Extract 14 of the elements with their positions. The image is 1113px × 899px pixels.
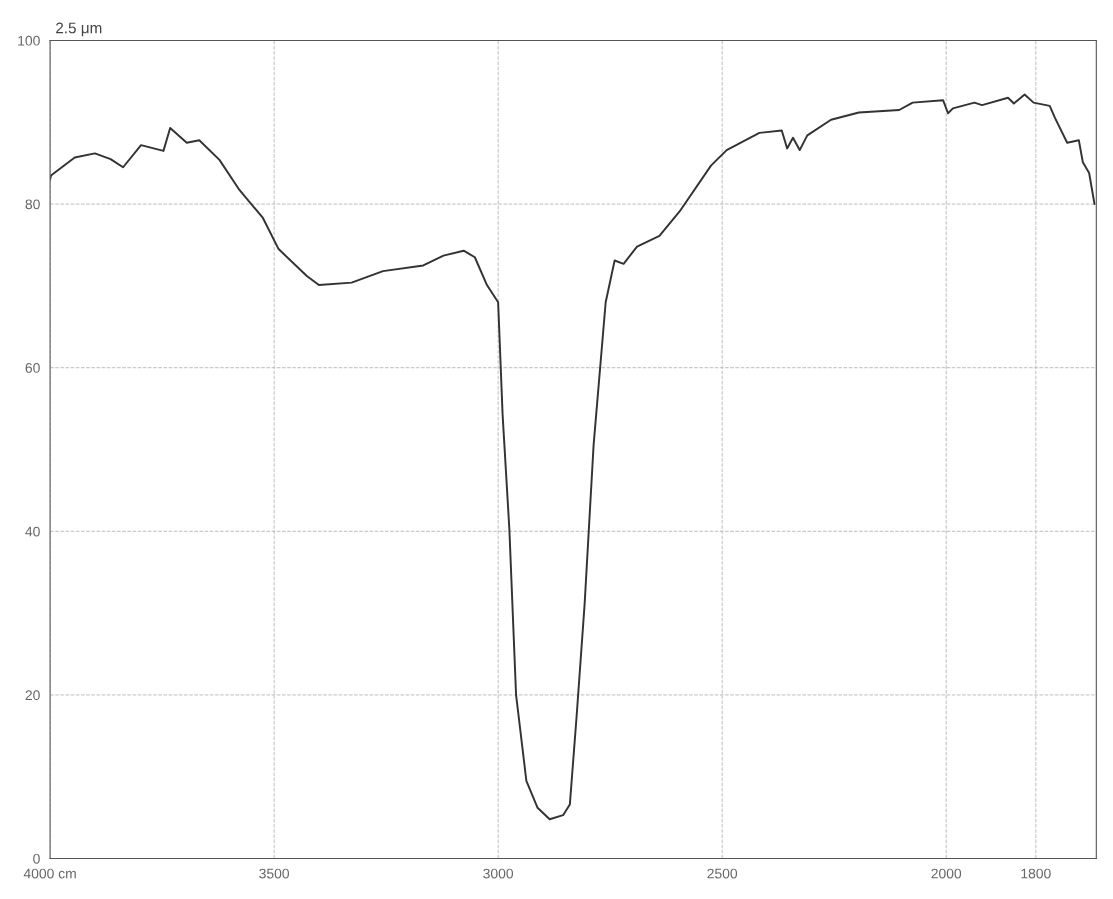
y-tick-label: 0 bbox=[33, 853, 40, 864]
x-tick-label: 2500 bbox=[707, 868, 738, 879]
text: 2.5 μm bbox=[56, 22, 102, 37]
y-tick-label: 100 bbox=[18, 35, 40, 46]
x-tick-label: 2000 bbox=[931, 868, 962, 879]
y-tick-label: 60 bbox=[25, 363, 40, 373]
x-tick-label: 3000 bbox=[483, 868, 514, 879]
y-tick-label: 40 bbox=[25, 526, 40, 537]
y-tick-label: 20 bbox=[25, 690, 40, 701]
x-tick-label: 3500 bbox=[259, 868, 290, 879]
line-series bbox=[50, 93, 1096, 821]
x-tick-label: 1800 bbox=[1021, 868, 1051, 879]
y-tick-label: 80 bbox=[25, 199, 40, 210]
x-tick-label: 4000 cm bbox=[23, 868, 76, 879]
